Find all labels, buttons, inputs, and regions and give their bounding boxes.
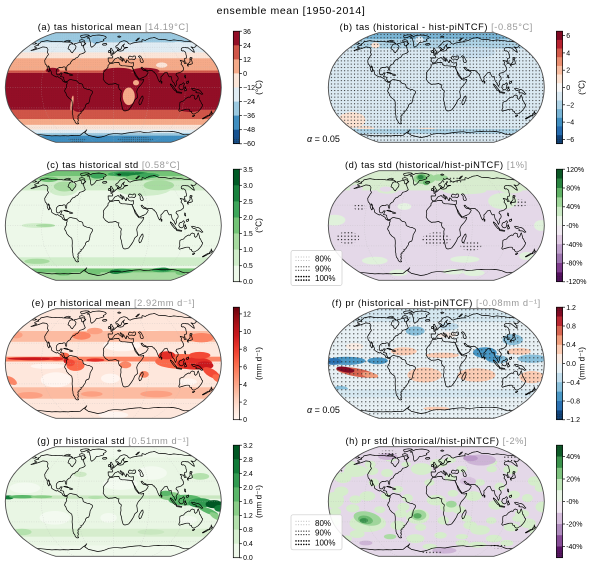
svg-text:0.0: 0.0 <box>243 279 253 286</box>
svg-text:40%: 40% <box>566 454 580 461</box>
svg-text:1.5: 1.5 <box>243 231 253 238</box>
svg-text:-0%: -0% <box>566 499 578 506</box>
svg-text:0: 0 <box>566 85 570 92</box>
svg-text:90%: 90% <box>315 529 331 538</box>
svg-text:(c) tas historical std [0.58°C: (c) tas historical std [0.58°C] <box>47 160 180 170</box>
svg-text:2.4: 2.4 <box>243 471 253 478</box>
svg-text:2: 2 <box>566 68 570 75</box>
svg-text:2.8: 2.8 <box>243 457 253 464</box>
svg-text:(mm d⁻¹): (mm d⁻¹) <box>577 347 586 380</box>
svg-text:40%: 40% <box>566 204 580 211</box>
svg-text:1.0: 1.0 <box>243 247 253 254</box>
svg-text:−60: −60 <box>243 141 255 148</box>
svg-text:(a) tas historical mean [14.19: (a) tas historical mean [14.19°C] <box>38 22 189 32</box>
svg-text:-40%: -40% <box>566 242 582 249</box>
svg-text:6: 6 <box>566 33 570 40</box>
svg-text:α = 0.05: α = 0.05 <box>307 405 340 415</box>
svg-text:-120%: -120% <box>566 279 586 286</box>
svg-text:(mm d⁻¹): (mm d⁻¹) <box>254 347 263 380</box>
svg-text:−1.2: −1.2 <box>566 417 580 424</box>
svg-text:-20%: -20% <box>566 522 582 529</box>
svg-text:(e) pr historical mean [2.92mm: (e) pr historical mean [2.92mm d⁻¹] <box>31 298 195 308</box>
svg-text:3.2: 3.2 <box>243 443 253 450</box>
svg-text:(h) pr std (historical/hist-pi: (h) pr std (historical/hist-piNTCF) [-2%… <box>345 436 527 446</box>
svg-text:-80%: -80% <box>566 261 582 268</box>
svg-text:4: 4 <box>566 50 570 57</box>
svg-text:3.0: 3.0 <box>243 183 253 190</box>
svg-text:−24: −24 <box>243 99 255 106</box>
svg-text:80%: 80% <box>315 519 331 528</box>
svg-text:12: 12 <box>243 311 251 318</box>
svg-text:0.0: 0.0 <box>243 555 253 562</box>
svg-text:−4: −4 <box>566 120 574 127</box>
svg-text:100%: 100% <box>315 538 335 547</box>
svg-text:0.8: 0.8 <box>243 527 253 534</box>
svg-text:12: 12 <box>243 57 251 64</box>
svg-text:−2: −2 <box>566 102 574 109</box>
svg-text:0.5: 0.5 <box>243 263 253 270</box>
svg-text:−0.8: −0.8 <box>566 399 580 406</box>
svg-text:(b) tas (historical - hist-piN: (b) tas (historical - hist-piNTCF) [-0.8… <box>340 22 533 32</box>
svg-text:0.4: 0.4 <box>243 541 253 548</box>
svg-text:(d) tas std (historical/hist-p: (d) tas std (historical/hist-piNTCF) [1%… <box>345 160 528 170</box>
svg-text:100%: 100% <box>315 274 335 283</box>
svg-text:36: 36 <box>243 29 251 36</box>
svg-text:(°C): (°C) <box>254 218 263 233</box>
svg-text:90%: 90% <box>315 264 331 273</box>
svg-text:2.0: 2.0 <box>243 485 253 492</box>
svg-text:(mm d⁻¹): (mm d⁻¹) <box>254 485 263 518</box>
svg-text:2.0: 2.0 <box>243 215 253 222</box>
svg-text:ensemble mean [1950-2014]: ensemble mean [1950-2014] <box>217 5 366 17</box>
svg-text:10: 10 <box>243 329 251 336</box>
svg-text:3.5: 3.5 <box>243 167 253 174</box>
svg-text:8: 8 <box>243 347 247 354</box>
svg-text:0: 0 <box>243 417 247 424</box>
svg-text:(°C): (°C) <box>577 80 586 95</box>
svg-text:-40%: -40% <box>566 544 582 551</box>
svg-text:0.8: 0.8 <box>566 324 576 331</box>
svg-text:1.6: 1.6 <box>243 499 253 506</box>
svg-text:24: 24 <box>243 43 251 50</box>
svg-text:−6: −6 <box>566 137 574 144</box>
svg-text:80%: 80% <box>315 255 331 264</box>
svg-text:0.0: 0.0 <box>566 361 576 368</box>
svg-text:(f) pr (historical - hist-piNT: (f) pr (historical - hist-piNTCF) [-0.08… <box>332 298 541 308</box>
svg-text:2: 2 <box>243 400 247 407</box>
svg-text:(°C): (°C) <box>254 80 263 95</box>
svg-text:0: 0 <box>243 71 247 78</box>
svg-text:1.2: 1.2 <box>243 513 253 520</box>
svg-text:(g) pr historical std [0.51mm: (g) pr historical std [0.51mm d⁻¹] <box>37 436 189 446</box>
svg-text:α = 0.05: α = 0.05 <box>307 134 340 144</box>
svg-text:−12: −12 <box>243 85 255 92</box>
svg-text:80%: 80% <box>566 186 580 193</box>
svg-text:0.4: 0.4 <box>566 342 576 349</box>
svg-text:−36: −36 <box>243 113 255 120</box>
svg-text:-0%: -0% <box>566 223 578 230</box>
svg-text:20%: 20% <box>566 477 580 484</box>
svg-text:4: 4 <box>243 382 247 389</box>
svg-text:1.2: 1.2 <box>566 305 576 312</box>
svg-text:120%: 120% <box>566 167 584 174</box>
svg-text:−48: −48 <box>243 127 255 134</box>
svg-text:6: 6 <box>243 364 247 371</box>
svg-text:2.5: 2.5 <box>243 199 253 206</box>
svg-text:−0.4: −0.4 <box>566 380 580 387</box>
